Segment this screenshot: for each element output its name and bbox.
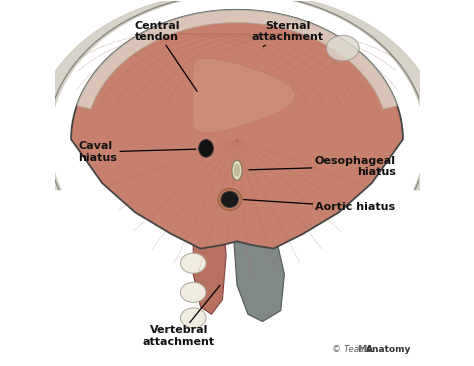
Text: Anatomy: Anatomy [366, 346, 412, 354]
Polygon shape [193, 198, 226, 314]
Polygon shape [193, 58, 295, 132]
Text: Sternal
attachment: Sternal attachment [252, 21, 324, 46]
Text: Aortic hiatus: Aortic hiatus [244, 199, 396, 212]
Ellipse shape [218, 188, 242, 210]
Ellipse shape [181, 220, 206, 240]
Text: © Teach: © Teach [332, 346, 370, 354]
Ellipse shape [199, 139, 213, 157]
Text: Central
tendon: Central tendon [134, 21, 197, 92]
Ellipse shape [221, 191, 238, 208]
Ellipse shape [181, 308, 206, 328]
Text: Oesophageal
hiatus: Oesophageal hiatus [249, 156, 396, 178]
Text: Caval
hiatus: Caval hiatus [78, 141, 196, 163]
Polygon shape [233, 198, 284, 322]
Text: Me: Me [357, 346, 373, 354]
Ellipse shape [181, 253, 206, 273]
Polygon shape [77, 10, 397, 109]
Ellipse shape [232, 160, 242, 180]
Ellipse shape [234, 164, 240, 177]
Text: Vertebral
attachment: Vertebral attachment [143, 285, 220, 347]
Polygon shape [71, 10, 403, 249]
Ellipse shape [326, 36, 359, 61]
Ellipse shape [181, 282, 206, 302]
